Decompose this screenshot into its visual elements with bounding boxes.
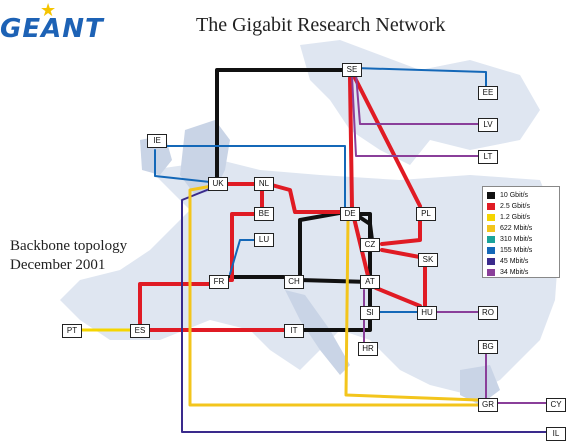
- legend-label: 1.2 Gbit/s: [500, 214, 530, 221]
- link-155m-ie-de: [159, 145, 346, 209]
- legend-swatch: [487, 269, 495, 276]
- legend-swatch: [487, 258, 495, 265]
- node-lu[interactable]: LU: [254, 233, 274, 247]
- link-155m-se-ee: [354, 67, 487, 87]
- legend-label: 310 Mbit/s: [500, 236, 533, 243]
- node-nl[interactable]: NL: [254, 177, 274, 191]
- link-622m-uk-gr: [188, 184, 480, 407]
- legend-item: 2.5 Gbit/s: [487, 201, 555, 212]
- node-fr[interactable]: FR: [209, 275, 229, 289]
- node-si[interactable]: SI: [360, 306, 380, 320]
- node-ee[interactable]: EE: [478, 86, 498, 100]
- caption-date: December 2001: [10, 257, 106, 273]
- link-45m-uk-il: [181, 187, 547, 433]
- legend-label: 10 Gbit/s: [500, 192, 529, 199]
- node-cy[interactable]: CY: [546, 398, 566, 412]
- link-25g-nl-de: [266, 182, 342, 214]
- node-lv[interactable]: LV: [478, 118, 498, 132]
- link-10g-uk-se: [215, 68, 347, 186]
- link-10g-fr-de: [221, 210, 347, 279]
- legend-item: 310 Mbit/s: [487, 234, 555, 245]
- node-gr[interactable]: GR: [478, 398, 498, 412]
- link-25g-fr-es: [138, 282, 217, 330]
- legend-item: 155 Mbit/s: [487, 245, 555, 256]
- legend-swatch: [487, 203, 495, 210]
- node-se[interactable]: SE: [342, 63, 362, 77]
- link-25g-be-fr: [215, 212, 258, 282]
- node-il[interactable]: IL: [546, 427, 566, 441]
- legend-item: 10 Gbit/s: [487, 190, 555, 201]
- link-25g-at-hu: [374, 286, 422, 308]
- caption-topology: Backbone topology: [10, 238, 128, 254]
- node-cz[interactable]: CZ: [360, 238, 380, 252]
- legend-item: 34 Mbit/s: [487, 267, 555, 278]
- legend-item: 622 Mbit/s: [487, 223, 555, 234]
- node-hu[interactable]: HU: [417, 306, 437, 320]
- node-lt[interactable]: LT: [478, 150, 498, 164]
- node-it[interactable]: IT: [284, 324, 304, 338]
- node-es[interactable]: ES: [130, 324, 150, 338]
- legend-label: 2.5 Gbit/s: [500, 203, 530, 210]
- geant-logo: ★ GEANT: [0, 0, 104, 44]
- link-155m-lu-fr: [229, 239, 257, 275]
- node-bg[interactable]: BG: [478, 340, 498, 354]
- land-greece: [460, 365, 500, 405]
- land-italy: [285, 290, 350, 375]
- logo-text: GEANT: [0, 14, 104, 44]
- bandwidth-legend: 10 Gbit/s 2.5 Gbit/s 1.2 Gbit/s 622 Mbit/s 3…: [482, 186, 560, 278]
- legend-label: 45 Mbit/s: [500, 258, 529, 265]
- node-at[interactable]: AT: [360, 275, 380, 289]
- legend-item: 1.2 Gbit/s: [487, 212, 555, 223]
- node-pt[interactable]: PT: [62, 324, 82, 338]
- legend-label: 155 Mbit/s: [500, 247, 533, 254]
- legend-swatch: [487, 247, 495, 254]
- link-10g-de-cz-it: [298, 212, 374, 332]
- node-pl[interactable]: PL: [416, 207, 436, 221]
- link-25g-pl-cz: [380, 218, 422, 246]
- legend-swatch: [487, 192, 495, 199]
- link-25g-cz-sk: [380, 248, 427, 260]
- node-uk[interactable]: UK: [208, 177, 228, 191]
- link-34m-se-lt: [351, 75, 479, 157]
- legend-swatch: [487, 214, 495, 221]
- link-25g-se-de: [348, 76, 354, 210]
- node-be[interactable]: BE: [254, 207, 274, 221]
- link-155m-ie-uk: [154, 149, 211, 183]
- link-34m-se-lv: [355, 73, 479, 125]
- logo-star-icon: ★: [40, 0, 58, 21]
- link-622m-de-gr: [344, 218, 480, 402]
- node-hr[interactable]: HR: [358, 342, 378, 356]
- node-ro[interactable]: RO: [478, 306, 498, 320]
- legend-item: 45 Mbit/s: [487, 256, 555, 267]
- legend-swatch: [487, 236, 495, 243]
- legend-swatch: [487, 225, 495, 232]
- link-25g-se-pl: [353, 76, 422, 208]
- node-de[interactable]: DE: [340, 207, 360, 221]
- page-title: The Gigabit Research Network: [196, 14, 446, 36]
- node-ch[interactable]: CH: [284, 275, 304, 289]
- link-10g-ch-at: [298, 278, 372, 284]
- legend-label: 622 Mbit/s: [500, 225, 533, 232]
- node-ie[interactable]: IE: [147, 134, 167, 148]
- legend-label: 34 Mbit/s: [500, 269, 529, 276]
- node-sk[interactable]: SK: [418, 253, 438, 267]
